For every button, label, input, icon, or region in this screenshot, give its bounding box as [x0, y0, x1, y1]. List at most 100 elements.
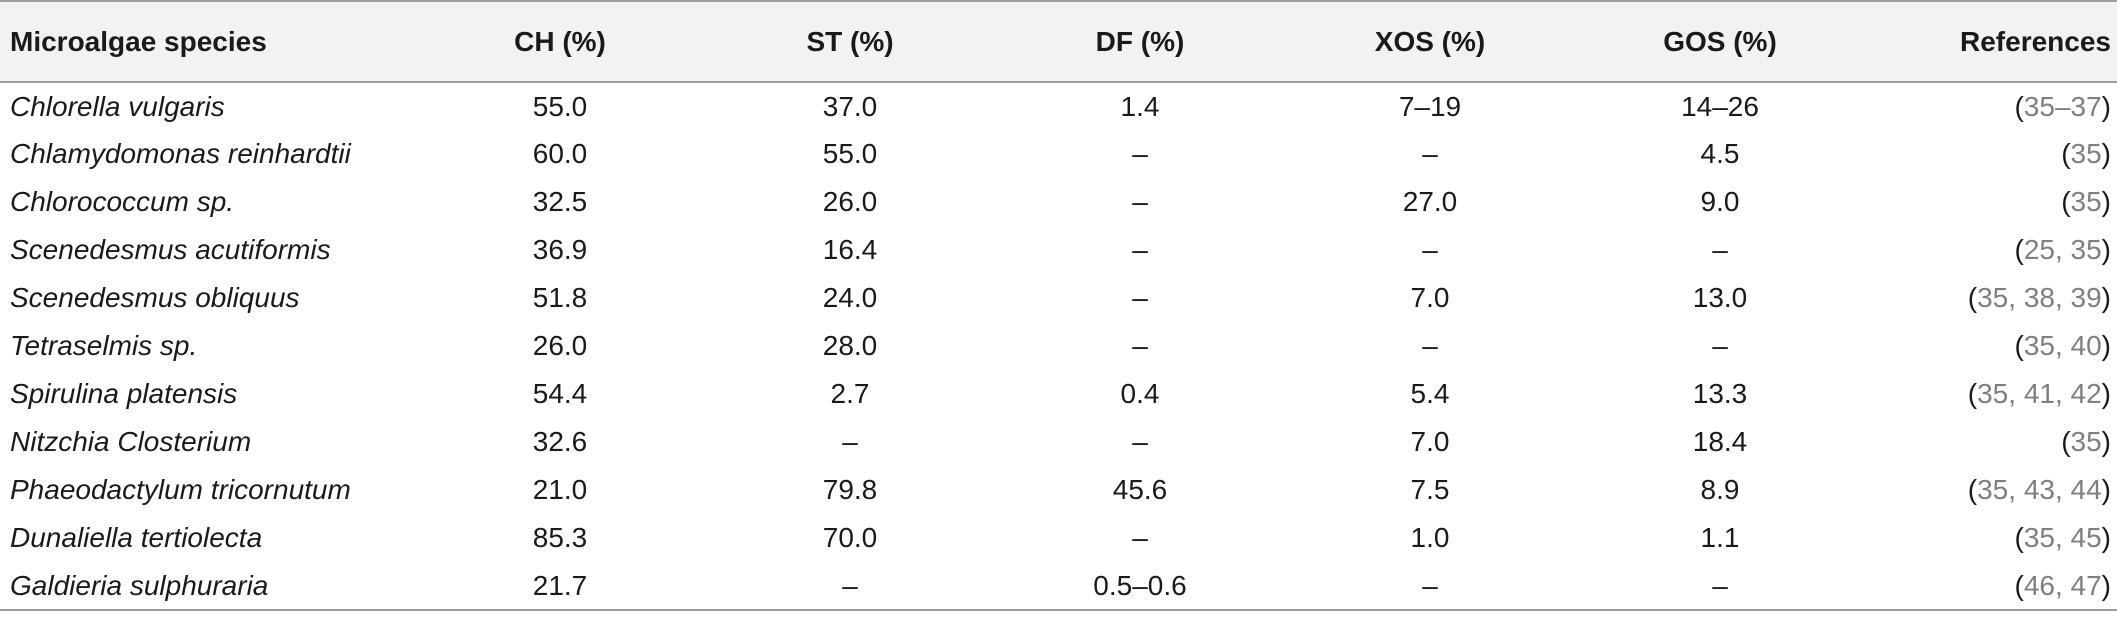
ref-close: ) — [2101, 90, 2111, 122]
ref-close: ) — [2101, 186, 2111, 217]
reference-link[interactable]: 35, 38, 39 — [1977, 282, 2102, 313]
cell-references: (35) — [1865, 130, 2117, 178]
cell-references: (35, 38, 39) — [1865, 274, 2117, 322]
cell-gos: – — [1712, 330, 1728, 361]
cell-xos: – — [1285, 562, 1575, 611]
ref-open: ( — [2014, 522, 2024, 553]
cell-ch: 51.8 — [532, 282, 588, 313]
reference-link[interactable]: 35 — [2070, 138, 2102, 169]
ref-open: ( — [2061, 138, 2071, 169]
cell-gos: 18.4 — [1692, 426, 1748, 457]
cell-df: – — [1132, 186, 1148, 217]
ref-open: ( — [2014, 330, 2024, 361]
cell-species: Galdieria sulphuraria — [0, 562, 415, 611]
cell-st: 26.0 — [822, 186, 878, 217]
cell-st: 24.0 — [822, 282, 878, 313]
cell-species: Chlamydomonas reinhardtii — [10, 138, 351, 169]
ref-close: ) — [2101, 378, 2111, 409]
cell-ch: 60.0 — [532, 138, 588, 169]
cell-references: (35) — [1865, 418, 2117, 466]
reference-link[interactable]: 35, 40 — [2023, 330, 2102, 361]
ref-open: ( — [2014, 234, 2024, 265]
cell-st: 2.7 — [830, 378, 870, 409]
cell-st: 55.0 — [822, 138, 878, 169]
cell-ch: 36.9 — [532, 234, 588, 265]
cell-references: (35, 45) — [1865, 514, 2117, 562]
cell-df: – — [1132, 234, 1148, 265]
cell-gos: 4.5 — [1700, 138, 1740, 169]
cell-species: Spirulina platensis — [10, 378, 238, 409]
reference-link[interactable]: 35, 41, 42 — [1977, 378, 2102, 409]
cell-species: Scenedesmus obliquus — [10, 282, 300, 313]
cell-references: (35–37) — [1865, 82, 2117, 130]
reference-link[interactable]: 35–37 — [2023, 90, 2102, 122]
cell-ch: 32.5 — [532, 186, 588, 217]
cell-gos: 8.9 — [1700, 474, 1740, 505]
cell-xos: 7.0 — [1410, 426, 1450, 457]
cell-df: – — [1132, 138, 1148, 169]
header-row: Microalgae species CH (%) ST (%) DF (%) … — [0, 0, 2117, 83]
cell-ch: 26.0 — [532, 330, 588, 361]
ref-open: ( — [2014, 569, 2024, 601]
cell-gos: 14–26 — [1681, 90, 1759, 122]
cell-species: Chlorella vulgaris — [10, 90, 225, 122]
reference-link[interactable]: 35, 45 — [2023, 522, 2102, 553]
cell-ch: 54.4 — [532, 378, 588, 409]
cell-gos: – — [1575, 562, 1865, 611]
cell-ch: 32.6 — [532, 426, 588, 457]
cell-ch: 21.0 — [532, 474, 588, 505]
ref-open: ( — [2061, 426, 2071, 457]
cell-df: 45.6 — [1112, 474, 1168, 505]
cell-species: Scenedesmus acutiformis — [10, 234, 331, 265]
header-ch: CH (%) — [415, 0, 705, 83]
cell-xos: 7.0 — [1410, 282, 1450, 313]
cell-xos: 27.0 — [1402, 186, 1458, 217]
cell-st: – — [705, 562, 995, 611]
table-row: Scenedesmus obliquus 51.8 24.0 – 7.0 13.… — [0, 274, 2117, 322]
reference-link[interactable]: 35 — [2070, 186, 2102, 217]
table-row: Nitzchia Closterium 32.6 – – 7.0 18.4 (3… — [0, 418, 2117, 466]
cell-df: 0.5–0.6 — [995, 562, 1285, 611]
table-row: Dunaliella tertiolecta 85.3 70.0 – 1.0 1… — [0, 514, 2117, 562]
cell-references: (25, 35) — [1865, 226, 2117, 274]
reference-link[interactable]: 35, 43, 44 — [1977, 474, 2102, 505]
cell-xos: 5.4 — [1410, 378, 1450, 409]
ref-open: ( — [2061, 186, 2071, 217]
table-header: Microalgae species CH (%) ST (%) DF (%) … — [0, 0, 2117, 83]
header-gos: GOS (%) — [1575, 0, 1865, 83]
cell-species: Phaeodactylum tricornutum — [10, 474, 351, 505]
cell-df: – — [1132, 426, 1148, 457]
cell-references: (35, 43, 44) — [1865, 466, 2117, 514]
cell-xos: 7–19 — [1398, 90, 1462, 122]
cell-references: (35) — [1865, 178, 2117, 226]
table-row: Phaeodactylum tricornutum 21.0 79.8 45.6… — [0, 466, 2117, 514]
cell-references: (35, 41, 42) — [1865, 370, 2117, 418]
cell-ch: 55.0 — [532, 90, 588, 122]
reference-link[interactable]: 35 — [2070, 426, 2102, 457]
cell-ch: 85.3 — [532, 522, 588, 553]
cell-species: Dunaliella tertiolecta — [10, 522, 263, 553]
header-xos: XOS (%) — [1285, 0, 1575, 83]
reference-link[interactable]: 25, 35 — [2023, 234, 2102, 265]
reference-link[interactable]: 46, 47 — [2023, 569, 2102, 601]
microalgae-table: Microalgae species CH (%) ST (%) DF (%) … — [0, 0, 2117, 611]
cell-xos: – — [1422, 330, 1438, 361]
ref-open: ( — [1967, 378, 1978, 409]
cell-st: – — [842, 426, 858, 457]
table-row: Scenedesmus acutiformis 36.9 16.4 – – – … — [0, 226, 2117, 274]
table-body: Chlorella vulgaris 55.0 37.0 1.4 7–19 14… — [0, 82, 2117, 611]
ref-open: ( — [2014, 90, 2024, 122]
header-df: DF (%) — [995, 0, 1285, 83]
cell-gos: 13.0 — [1692, 282, 1748, 313]
cell-xos: 7.5 — [1410, 474, 1450, 505]
ref-close: ) — [2101, 426, 2111, 457]
table-row: Chlorella vulgaris 55.0 37.0 1.4 7–19 14… — [0, 82, 2117, 130]
header-references: References — [1865, 0, 2117, 83]
cell-gos: 13.3 — [1692, 378, 1748, 409]
cell-species: Chlorococcum sp. — [10, 186, 235, 217]
table-row: Spirulina platensis 54.4 2.7 0.4 5.4 13.… — [0, 370, 2117, 418]
cell-species: Tetraselmis sp. — [10, 330, 198, 361]
cell-st: 37.0 — [822, 90, 878, 122]
header-species: Microalgae species — [0, 0, 415, 83]
